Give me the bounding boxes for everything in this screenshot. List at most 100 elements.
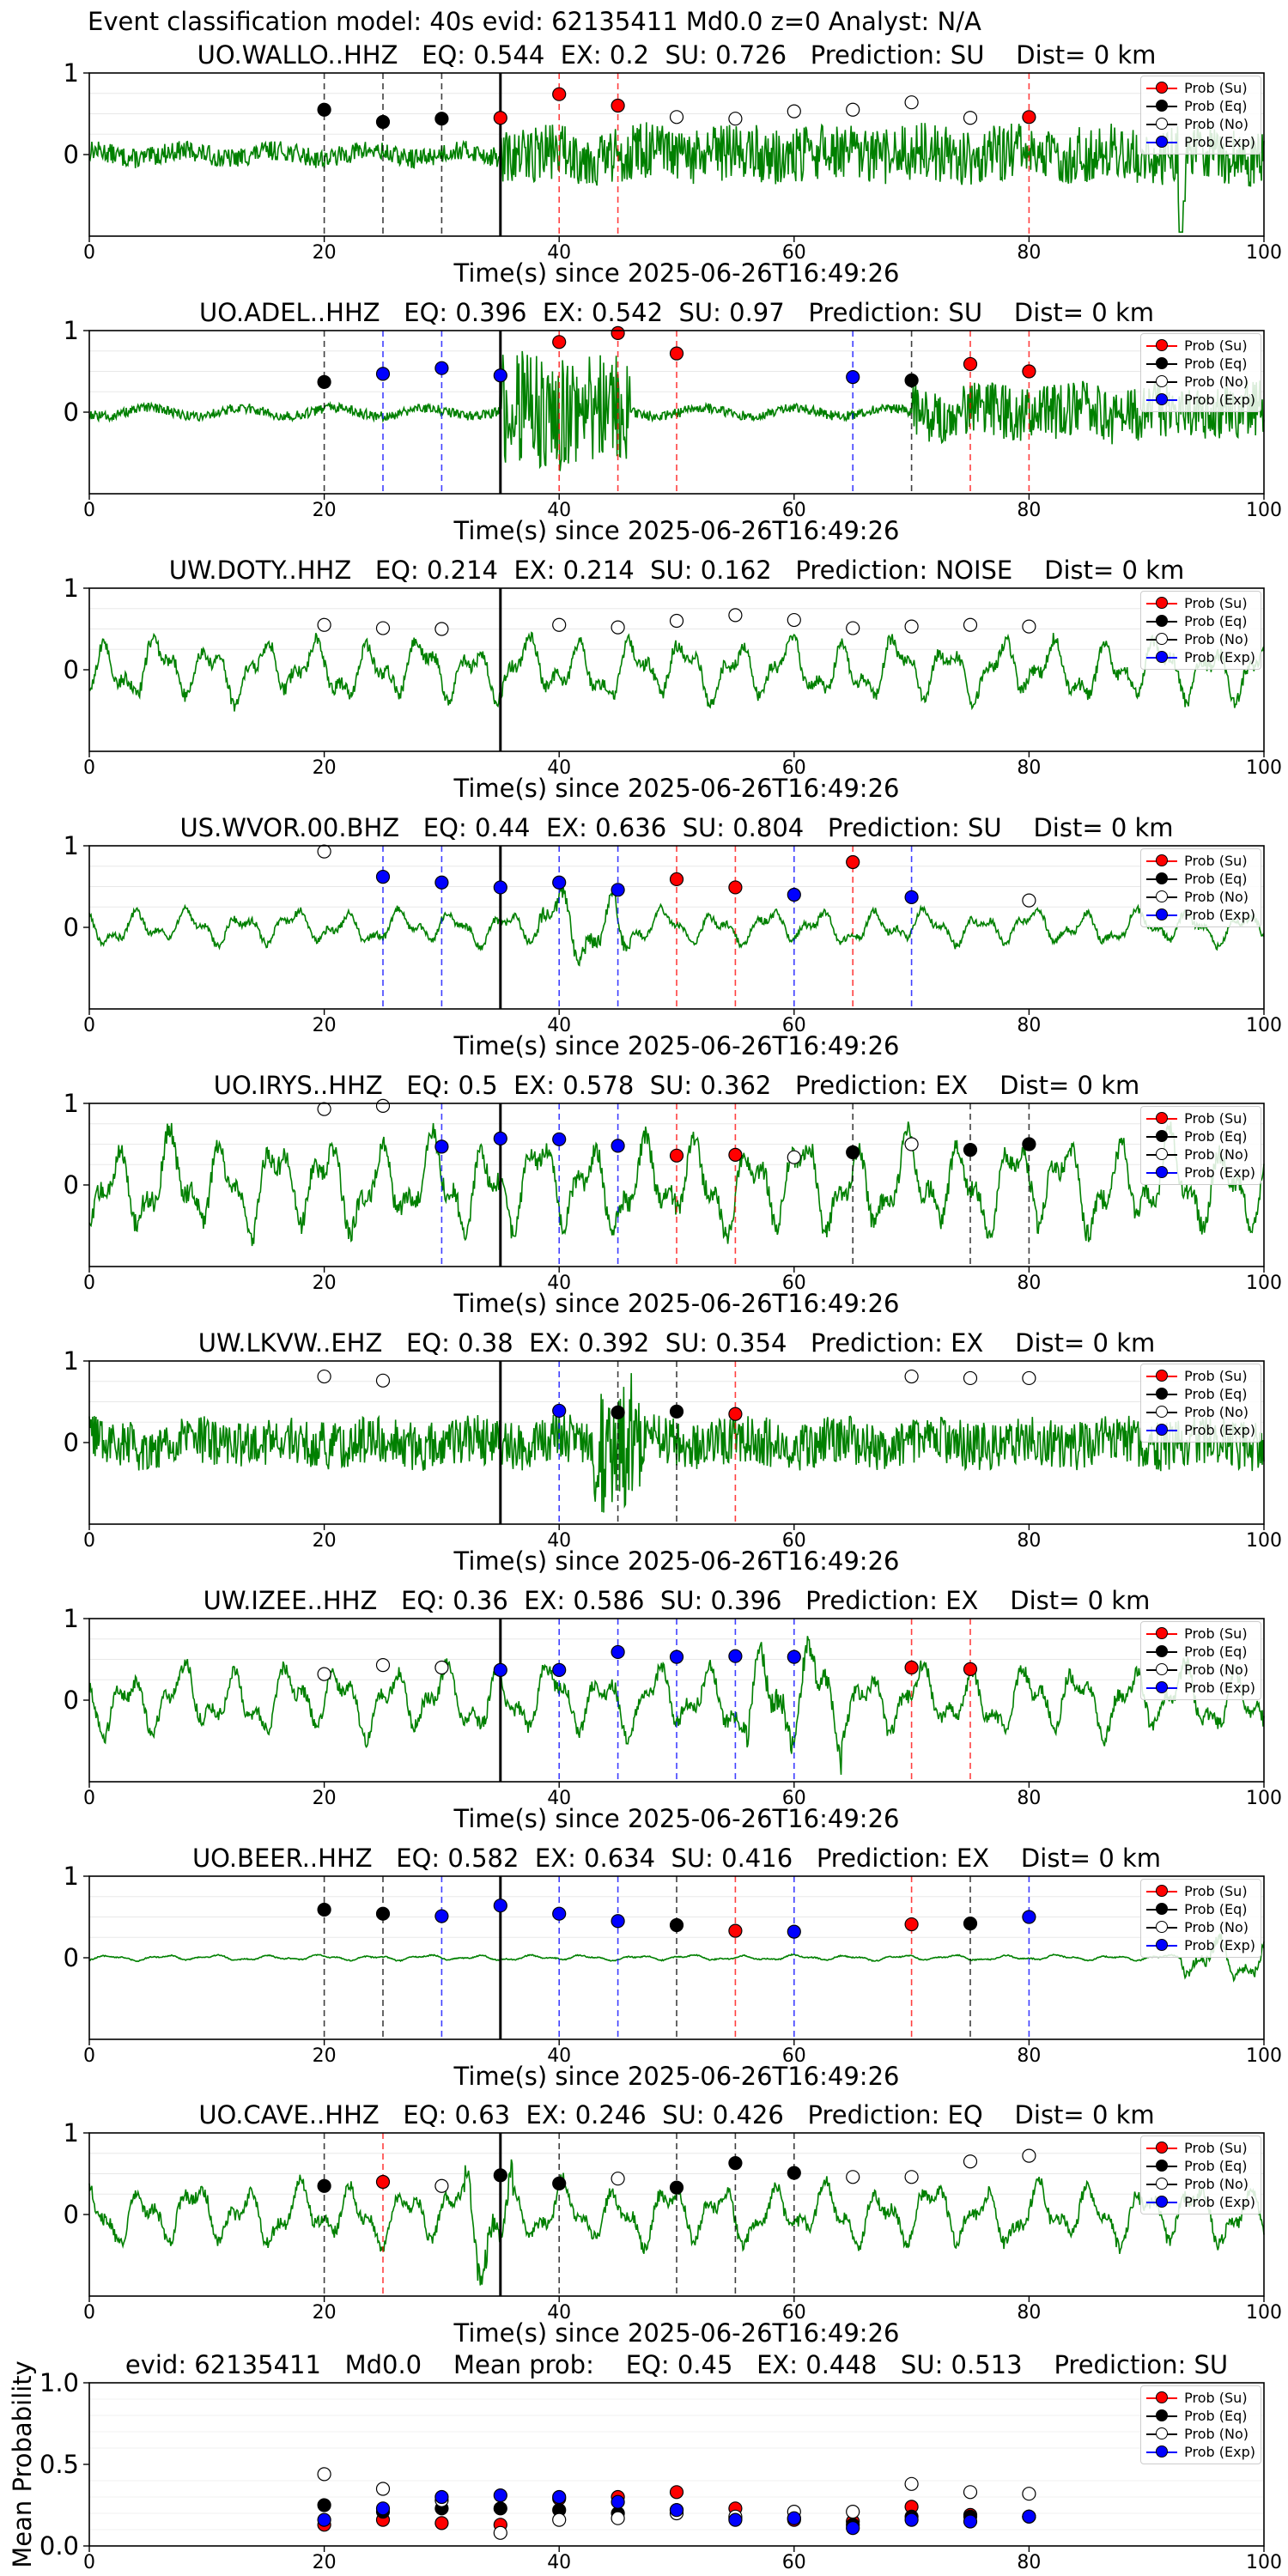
prob-point-su bbox=[963, 356, 978, 372]
legend-item: Prob (Eq) bbox=[1145, 97, 1255, 115]
prob-point-no bbox=[787, 1150, 801, 1164]
legend-dot bbox=[1156, 100, 1169, 112]
y-tick-label: 0 bbox=[64, 140, 79, 169]
legend-dot bbox=[1156, 651, 1169, 663]
prob-point-no bbox=[846, 2170, 860, 2184]
y-tick-label: 1 bbox=[64, 1089, 79, 1118]
legend-dot bbox=[1156, 2391, 1169, 2403]
legend-dot bbox=[1156, 118, 1169, 130]
legend-label: Prob (Exp) bbox=[1184, 1422, 1255, 1438]
x-tick-label: 40 bbox=[547, 2302, 571, 2324]
x-tick-label: 80 bbox=[1017, 757, 1041, 779]
legend: Prob (Su) Prob (Eq) Prob (No) Prob (Exp) bbox=[1140, 76, 1261, 155]
panel-9: 0 20 40 60 80 100 1 0 bbox=[64, 2118, 1282, 2324]
prob-point-eq bbox=[375, 1906, 391, 1921]
legend-dot bbox=[1156, 375, 1169, 387]
mean-prob-point-eq bbox=[317, 2498, 331, 2512]
legend-label: Prob (Exp) bbox=[1184, 2444, 1255, 2460]
x-tick-label: 40 bbox=[547, 1015, 571, 1036]
y-tick-label: 0 bbox=[64, 398, 79, 427]
prob-point-eq bbox=[787, 2166, 801, 2180]
panel-7: 0 20 40 60 80 100 1 0 bbox=[64, 1604, 1282, 1809]
prob-point-no bbox=[317, 1667, 331, 1681]
prob-point-su bbox=[728, 1406, 743, 1421]
y-tick-label: 1 bbox=[64, 58, 79, 88]
x-tick-label: 80 bbox=[1017, 1015, 1041, 1036]
legend-item: Prob (Exp) bbox=[1145, 1421, 1255, 1439]
figure-title: Event classification model: 40s evid: 62… bbox=[88, 7, 981, 36]
legend-item: Prob (No) bbox=[1145, 373, 1255, 391]
prob-point-su bbox=[728, 1923, 743, 1938]
legend-label: Prob (Eq) bbox=[1184, 98, 1248, 114]
legend-marker-icon bbox=[1145, 79, 1179, 97]
legend-item: Prob (Exp) bbox=[1145, 133, 1255, 151]
x-tick-label: 60 bbox=[782, 2552, 806, 2573]
mean-prob-point-eq bbox=[493, 2501, 507, 2516]
y-tick-label: 0 bbox=[64, 2200, 79, 2229]
x-tick-label: 80 bbox=[1017, 1530, 1041, 1552]
prob-point-su bbox=[552, 87, 567, 101]
x-tick-label: 20 bbox=[313, 1273, 337, 1294]
axes-frame bbox=[88, 587, 1265, 752]
legend-item: Prob (Su) bbox=[1145, 852, 1255, 870]
legend-marker-icon bbox=[1145, 1145, 1179, 1163]
mean-prob-point-no bbox=[493, 2525, 507, 2540]
legend-dot bbox=[1156, 2160, 1169, 2172]
legend-label: Prob (No) bbox=[1184, 1404, 1249, 1420]
panel-5: 0 20 40 60 80 100 1 0 bbox=[64, 1089, 1282, 1294]
x-tick-label: 40 bbox=[547, 1788, 571, 1809]
legend-label: Prob (Su) bbox=[1184, 1625, 1248, 1642]
prob-point-su bbox=[669, 1148, 684, 1163]
prob-point-su bbox=[846, 854, 860, 870]
legend-marker-icon bbox=[1145, 391, 1179, 409]
prob-point-eq bbox=[904, 373, 919, 388]
prob-point-exp bbox=[434, 875, 449, 890]
prob-point-no bbox=[317, 844, 331, 859]
mean-prob-point-exp bbox=[611, 2494, 625, 2509]
prob-point-exp bbox=[493, 880, 507, 895]
legend-label: Prob (No) bbox=[1184, 1146, 1249, 1163]
legend-item: Prob (Exp) bbox=[1145, 1679, 1255, 1697]
legend-marker-icon bbox=[1145, 2425, 1179, 2443]
legend-label: Prob (Eq) bbox=[1184, 1901, 1248, 1917]
mean-prob-point-exp bbox=[375, 2501, 391, 2516]
prob-point-no bbox=[904, 1137, 919, 1151]
mean-prob-point-no bbox=[611, 2511, 625, 2525]
legend-item: Prob (Exp) bbox=[1145, 648, 1255, 666]
prob-point-no bbox=[317, 1102, 331, 1116]
legend-marker-icon bbox=[1145, 1882, 1179, 1900]
prob-point-no bbox=[1022, 2148, 1036, 2163]
legend-item: Prob (No) bbox=[1145, 1145, 1255, 1163]
x-tick-label: 0 bbox=[83, 500, 95, 521]
prob-point-eq bbox=[669, 1404, 684, 1419]
y-tick-label: 1.0 bbox=[39, 2368, 79, 2397]
prob-point-no bbox=[317, 617, 331, 632]
legend: Prob (Su) Prob (Eq) Prob (No) Prob (Exp) bbox=[1140, 1879, 1261, 1958]
prob-point-exp bbox=[493, 368, 507, 383]
y-tick-label: 1 bbox=[64, 1346, 79, 1376]
y-tick-label: 0 bbox=[64, 913, 79, 942]
prob-point-eq bbox=[963, 1917, 978, 1931]
legend-label: Prob (No) bbox=[1184, 889, 1249, 905]
panel-title: UO.ADEL..HHZ EQ: 0.396 EX: 0.542 SU: 0.9… bbox=[198, 298, 1155, 327]
prob-point-eq bbox=[963, 1143, 978, 1157]
x-tick-label: 100 bbox=[1246, 2045, 1282, 2067]
legend-label: Prob (Exp) bbox=[1184, 392, 1255, 408]
y-tick-label: 1 bbox=[64, 1604, 79, 1633]
legend-dot bbox=[1156, 2178, 1169, 2190]
legend-dot bbox=[1156, 1370, 1169, 1382]
legend-label: Prob (Exp) bbox=[1184, 907, 1255, 923]
prob-point-exp bbox=[1022, 1910, 1036, 1924]
prob-point-no bbox=[611, 2172, 625, 2186]
legend-marker-icon bbox=[1145, 2139, 1179, 2157]
legend-item: Prob (Exp) bbox=[1145, 1936, 1255, 1954]
y-tick-label: 0.0 bbox=[39, 2531, 79, 2561]
legend-label: Prob (Exp) bbox=[1184, 649, 1255, 665]
prob-point-exp bbox=[611, 1644, 625, 1660]
legend-item: Prob (No) bbox=[1145, 1918, 1255, 1936]
prob-point-exp bbox=[375, 869, 391, 884]
legend-marker-icon bbox=[1145, 1163, 1179, 1182]
x-tick-label: 0 bbox=[83, 1273, 95, 1294]
mean-prob-point-exp bbox=[728, 2512, 743, 2527]
mean-prob-point-exp bbox=[963, 2514, 978, 2529]
